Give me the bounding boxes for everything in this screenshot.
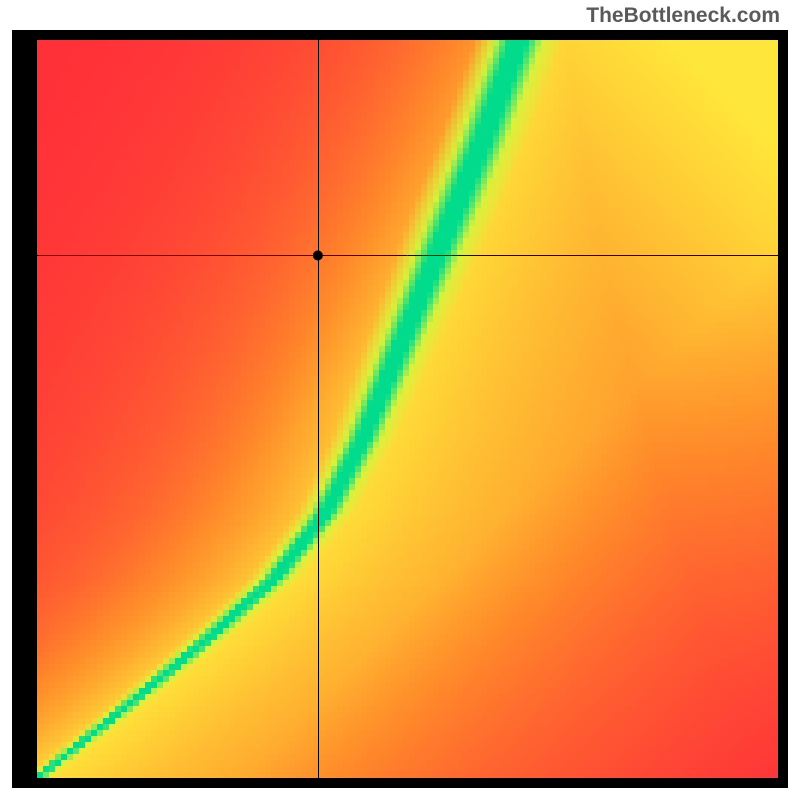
- attribution-text: TheBottleneck.com: [586, 4, 780, 28]
- bottleneck-heatmap: [0, 0, 800, 800]
